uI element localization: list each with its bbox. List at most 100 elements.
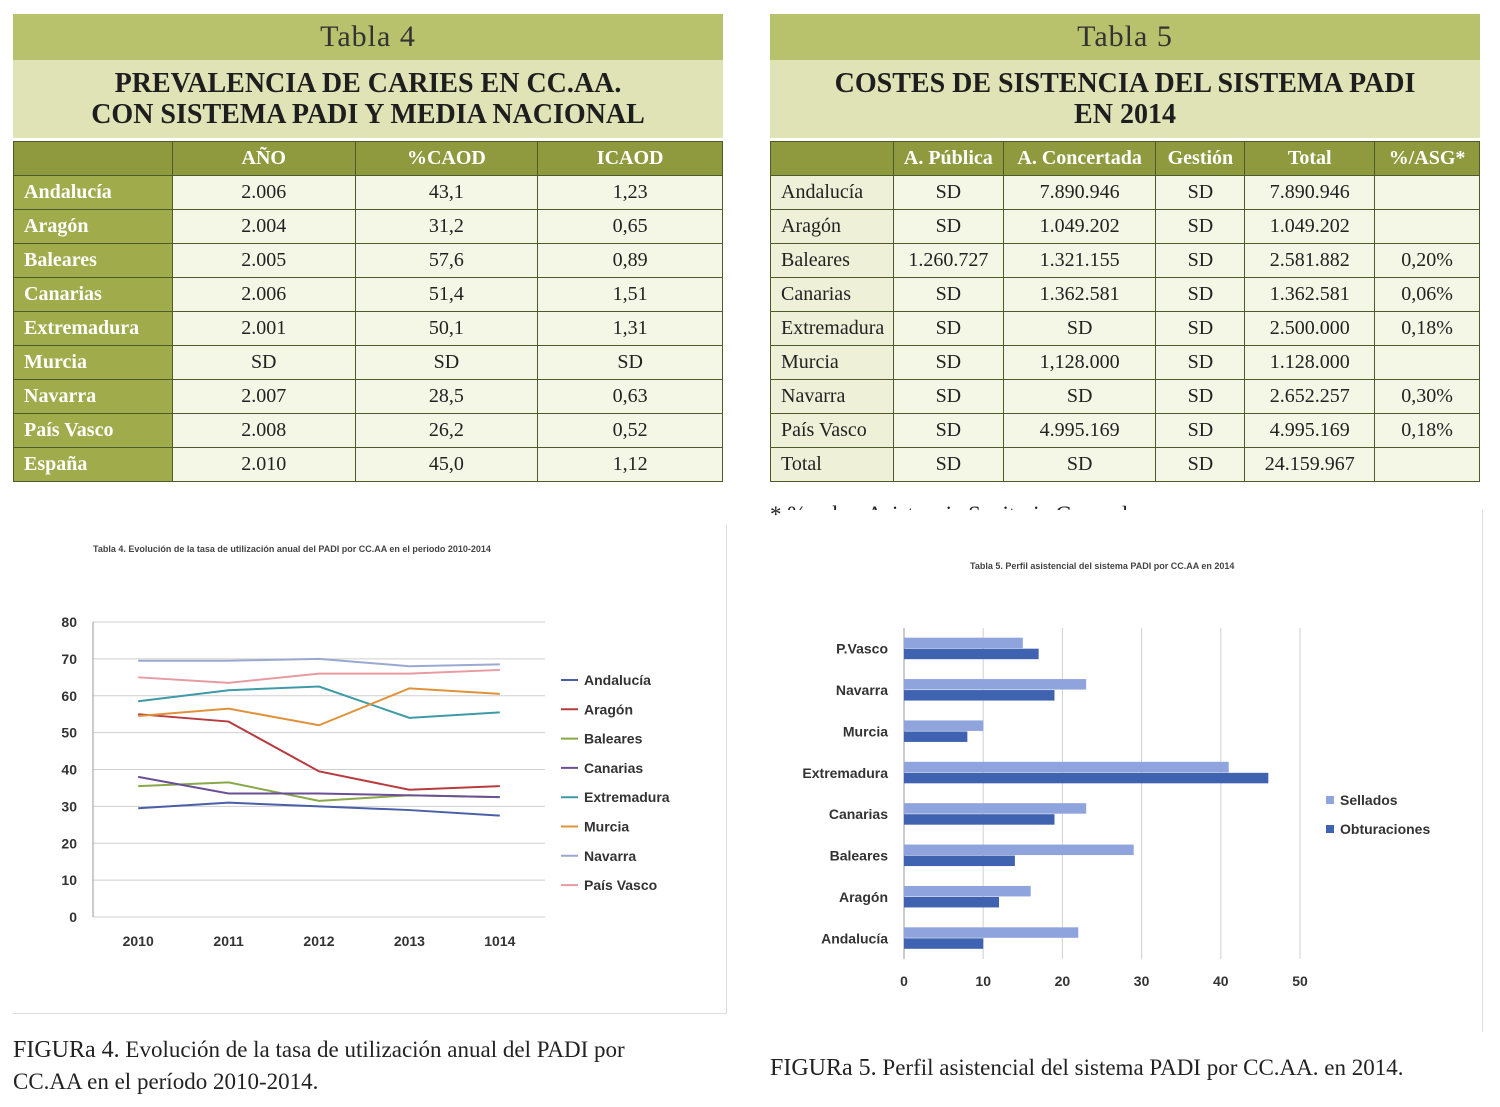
x-tick-label: 1014 (484, 933, 515, 949)
table-cell: SD (892, 277, 1004, 312)
table-cell: SD (1155, 311, 1246, 346)
tabla4-title-line1: PREVALENCIA DE CARIES EN CC.AA. (114, 68, 622, 99)
line-chart: Tabla 4. Evolución de la tasa de utiliza… (61, 544, 669, 949)
table-row: Andalucía SD 7.890.946 SD 7.890.946 (770, 175, 1480, 210)
table-cell: 2.007 (171, 379, 356, 414)
table-cell: 45,0 (354, 447, 539, 482)
tabla5-header-blank (770, 141, 894, 176)
table-cell: SD (1155, 413, 1246, 448)
tabla5-title: COSTES DE SISTENCIA DEL SISTEMA PADI EN … (770, 60, 1480, 138)
tabla4-title-line2: CON SISTEMA PADI Y MEDIA NACIONAL (91, 99, 645, 130)
y-tick-label: Aragón (839, 889, 888, 905)
table-cell: SD (892, 345, 1004, 380)
table-cell (1374, 209, 1480, 244)
figura5-caption-text: Perfil asistencial del sistema PADI por … (882, 1055, 1404, 1080)
table-row: Canarias 2.006 51,4 1,51 (13, 277, 723, 312)
row-label: Extremadura (770, 311, 894, 346)
series-line-7 (138, 668, 500, 684)
legend-swatch (1326, 796, 1334, 804)
table-cell: SD (171, 345, 356, 380)
table-cell: 0,63 (537, 379, 723, 414)
table-cell: 2.010 (171, 447, 356, 482)
y-tick-label: 70 (61, 651, 77, 667)
row-label: Murcia (13, 345, 173, 380)
y-tick-label: Navarra (836, 682, 888, 698)
tabla5-panel: Tabla 5 COSTES DE SISTENCIA DEL SISTEMA … (770, 14, 1480, 482)
table-cell: 1.128.000 (1244, 345, 1376, 380)
tabla4-heading: Tabla 4 (13, 14, 723, 60)
row-label: País Vasco (770, 413, 894, 448)
row-label: Andalucía (13, 175, 173, 210)
legend-label: Canarias (584, 760, 643, 776)
y-tick-label: P.Vasco (836, 641, 888, 657)
row-label: Total (770, 447, 894, 482)
table-cell: 1,128.000 (1002, 345, 1157, 380)
table-cell: 4.995.169 (1002, 413, 1157, 448)
y-tick-label: 30 (61, 798, 77, 814)
tabla4-title: PREVALENCIA DE CARIES EN CC.AA. CON SIST… (13, 60, 723, 138)
table-row: España 2.010 45,0 1,12 (13, 447, 723, 482)
table-cell: SD (1155, 447, 1246, 482)
row-label: España (13, 447, 173, 482)
table-cell: 51,4 (354, 277, 539, 312)
series-line-1 (138, 713, 500, 791)
table-cell: SD (1002, 311, 1157, 346)
row-label: Navarra (13, 379, 173, 414)
tabla4-header-row: AÑO %CAOD ICAOD (13, 141, 723, 176)
table-row: Murcia SD SD SD (13, 345, 723, 380)
legend-label: Baleares (584, 731, 643, 747)
bar-sellados (904, 637, 1023, 649)
table-cell (1374, 345, 1480, 380)
bar-sellados (904, 679, 1087, 690)
table-cell: 1.321.155 (1002, 243, 1157, 278)
table-cell: 50,1 (354, 311, 539, 346)
table-cell: 1,31 (537, 311, 723, 346)
x-tick-label: 50 (1292, 973, 1308, 989)
y-tick-label: 20 (61, 835, 77, 851)
table-row: Extremadura 2.001 50,1 1,31 (13, 311, 723, 346)
table-cell: SD (537, 345, 723, 380)
table-cell: 2.001 (171, 311, 356, 346)
table-cell: 0,52 (537, 413, 723, 448)
y-tick-label: 60 (61, 688, 77, 704)
table-row: País Vasco 2.008 26,2 0,52 (13, 413, 723, 448)
table-cell: 2.004 (171, 209, 356, 244)
figura4-chart: Tabla 4. Evolución de la tasa de utiliza… (13, 525, 727, 1014)
y-tick-label: Baleares (830, 848, 889, 864)
table-cell: 2.006 (171, 277, 356, 312)
tabla5-title-line2: EN 2014 (1074, 99, 1176, 130)
table-row: Extremadura SD SD SD 2.500.000 0,18% (770, 311, 1480, 346)
y-tick-label: Canarias (829, 806, 888, 822)
table-cell: 57,6 (354, 243, 539, 278)
table-row: Aragón SD 1.049.202 SD 1.049.202 (770, 209, 1480, 244)
tabla4-header-cell: ICAOD (537, 141, 723, 176)
x-tick-label: 10 (975, 973, 991, 989)
chart-title: Tabla 5. Perfil asistencial del sistema … (970, 561, 1234, 571)
tabla5-header-row: A. Pública A. Concertada Gestión Total %/ASG… (770, 141, 1480, 176)
y-tick-label: Murcia (843, 723, 888, 739)
table-cell: SD (892, 209, 1004, 244)
row-label: Extremadura (13, 311, 173, 346)
tabla4-header-blank (13, 141, 173, 176)
row-label: Canarias (770, 277, 894, 312)
table-cell: 7.890.946 (1244, 175, 1376, 210)
table-cell: SD (1002, 379, 1157, 414)
table-cell: SD (354, 345, 539, 380)
x-tick-label: 20 (1055, 973, 1071, 989)
table-row: País Vasco SD 4.995.169 SD 4.995.169 0,18% (770, 413, 1480, 448)
table-cell: 1.362.581 (1002, 277, 1157, 312)
table-cell: 0,65 (537, 209, 723, 244)
tabla4-header-cell: %CAOD (354, 141, 539, 176)
tabla5-header-cell: Total (1244, 141, 1376, 176)
series-line-4 (138, 685, 500, 719)
table-cell: SD (892, 175, 1004, 210)
legend-label: País Vasco (584, 877, 657, 893)
series-line-3 (138, 775, 500, 799)
table-row: Total SD SD SD 24.159.967 (770, 447, 1480, 482)
x-tick-label: 2012 (303, 933, 334, 949)
table-cell: 0,20% (1374, 243, 1480, 278)
row-label: Navarra (770, 379, 894, 414)
x-tick-label: 40 (1213, 973, 1229, 989)
bar-sellados (904, 803, 1087, 814)
table-cell: SD (1155, 277, 1246, 312)
